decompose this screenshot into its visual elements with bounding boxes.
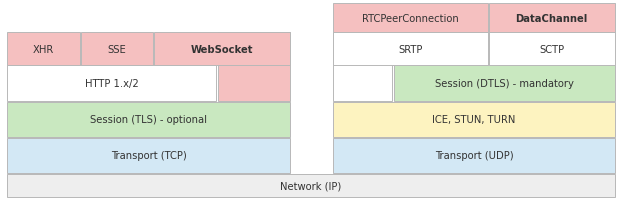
Bar bbox=[333, 33, 488, 66]
Bar bbox=[333, 102, 615, 137]
Text: XHR: XHR bbox=[33, 45, 54, 54]
Text: RTCPeerConnection: RTCPeerConnection bbox=[362, 14, 459, 23]
Text: Transport (UDP): Transport (UDP) bbox=[435, 151, 513, 160]
Bar bbox=[154, 33, 290, 66]
Bar bbox=[7, 33, 80, 66]
Bar bbox=[218, 33, 290, 101]
Text: Transport (TCP): Transport (TCP) bbox=[111, 151, 187, 160]
Bar bbox=[7, 66, 216, 101]
Bar bbox=[81, 33, 153, 66]
Text: WebSocket: WebSocket bbox=[191, 45, 253, 54]
Bar bbox=[489, 4, 615, 33]
Text: ICE, STUN, TURN: ICE, STUN, TURN bbox=[432, 115, 516, 124]
Bar bbox=[333, 4, 488, 33]
Bar bbox=[7, 138, 290, 173]
Text: Network (IP): Network (IP) bbox=[281, 181, 341, 190]
Text: SRTP: SRTP bbox=[398, 45, 423, 54]
Text: SSE: SSE bbox=[108, 45, 126, 54]
Bar bbox=[394, 66, 615, 101]
Bar bbox=[333, 138, 615, 173]
Text: Session (DTLS) - mandatory: Session (DTLS) - mandatory bbox=[435, 79, 574, 88]
Bar bbox=[7, 174, 615, 197]
Bar bbox=[333, 33, 392, 101]
Text: DataChannel: DataChannel bbox=[516, 14, 588, 23]
Bar bbox=[489, 33, 615, 66]
Text: SCTP: SCTP bbox=[539, 45, 564, 54]
Text: Session (TLS) - optional: Session (TLS) - optional bbox=[90, 115, 207, 124]
Bar bbox=[7, 102, 290, 137]
Text: HTTP 1.x/2: HTTP 1.x/2 bbox=[85, 79, 139, 88]
